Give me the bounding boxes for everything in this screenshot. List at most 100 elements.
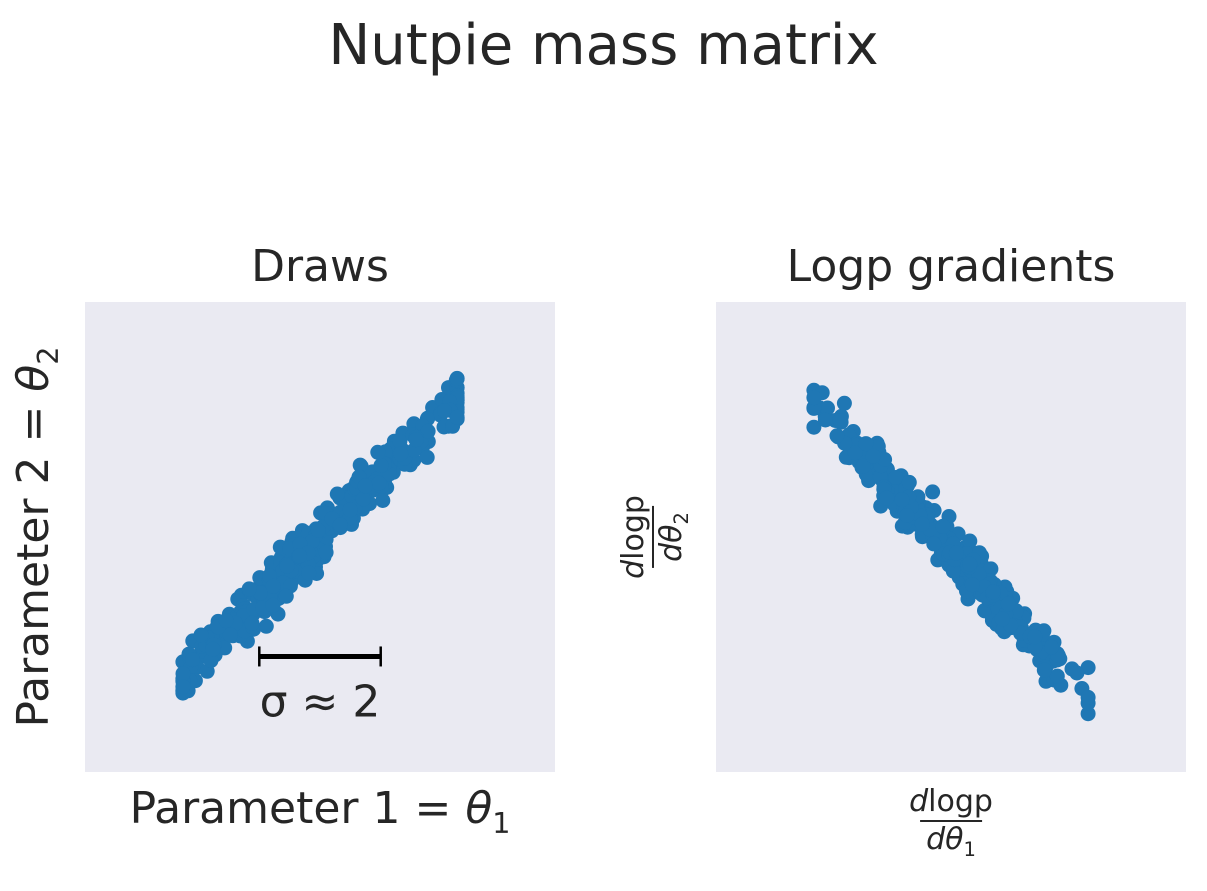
gradients-x-label-symbol: θ [945,822,964,857]
draws-scatter: σ ≈ 2 [175,370,465,727]
gradients-scatter [806,382,1096,722]
draws-point [175,666,191,682]
gradients-point [962,533,978,549]
gradients-point [817,412,833,428]
draws-x-axis-label: Parameter 1 = θ1 [85,780,555,852]
draws-point [449,409,465,425]
draws-point [185,652,200,668]
draws-y-axis-label: Parameter 2 = θ2 [7,347,75,728]
sigma-annotation-label: σ ≈ 2 [260,676,381,727]
gradients-plot-area [716,302,1186,772]
draws-point [332,517,348,533]
gradients-point [1080,689,1096,705]
figure-title: Nutpie mass matrix [328,13,879,78]
gradients-point [894,492,910,508]
draws-point [373,458,389,473]
gradients-point [1049,668,1065,684]
gradients-y-label-symbol: θ [654,524,689,543]
gradients-point [806,390,822,406]
draws-point [258,618,274,634]
gradients-point [855,458,871,474]
draws-x-label-text: Parameter 1 = [129,783,466,834]
draws-point [279,558,295,574]
gradients-y-label-num: logp [616,495,651,560]
draws-point [193,627,209,643]
gradients-point [806,419,822,435]
draws-point [419,449,435,465]
gradients-point [865,448,881,464]
gradients-point [1044,639,1059,655]
gradients-point [1036,662,1052,678]
gradients-point [1069,665,1085,681]
gradients-point [858,436,874,452]
gradients-point [983,561,999,577]
draws-point [449,370,465,386]
gradients-x-label-num: logp [928,784,993,819]
draws-point [357,478,373,494]
draws-point [278,588,294,604]
gradients-point [879,490,895,506]
draws-point [392,433,408,449]
draws-point [205,641,221,657]
draws-panel-title: Draws [251,241,389,292]
gradients-point [964,577,980,593]
gradients-point [948,545,964,561]
gradients-y-axis-label: dlogp dθ2 [616,489,700,585]
draws-point [371,475,387,491]
gradients-point [935,518,951,534]
draws-point [304,533,320,549]
draws-point [352,457,368,473]
draws-y-label-text: Parameter 2 = [8,391,60,728]
gradients-x-axis-label: dlogp dθ1 [903,784,999,868]
gradients-panel-title: Logp gradients [786,241,1116,292]
draws-point [265,578,281,594]
gradients-point [1000,596,1016,612]
draws-point [301,565,317,581]
draws-point [241,581,257,597]
gradients-point [945,563,961,579]
gradients-point [832,413,848,428]
gradients-point [901,474,917,490]
draws-point [203,653,219,669]
draws-point [222,627,238,643]
draws-point [175,679,191,695]
gradients-point [836,395,852,411]
draws-point [437,403,452,419]
gradients-point [820,400,835,416]
draws-point [342,502,358,518]
gradients-point [1080,660,1096,676]
gradients-point [994,611,1010,627]
draws-point [393,446,409,462]
draws-x-label-symbol: θ [465,783,493,834]
gradients-point [899,508,915,523]
gradients-point [877,452,893,467]
draws-point [370,444,386,460]
gradients-point [829,428,845,444]
gradients-point [926,536,942,552]
draws-point [310,522,326,538]
gradients-point [1027,629,1043,645]
draws-plot-area: σ ≈ 2 [85,302,555,772]
draws-point [244,615,260,631]
gradients-y-label-sub: 2 [670,512,693,525]
draws-point [329,486,345,502]
draws-point [408,432,424,448]
draws-point [355,491,371,507]
gradients-x-label-sub: 1 [963,838,976,861]
draws-point [318,544,334,560]
gradients-point [888,470,904,485]
gradients-point [914,516,930,532]
gradients-point [847,445,863,461]
draws-point [420,423,436,439]
draws-point [265,597,281,613]
draws-point [375,493,391,508]
gradients-point [985,584,1001,600]
draws-point [292,548,308,564]
draws-x-label-sub: 1 [492,805,511,840]
gradients-point [925,484,941,500]
draws-y-label-symbol: θ [8,364,60,392]
gradients-point [962,556,978,572]
draws-y-label-sub: 2 [30,346,65,365]
gradients-point [1080,706,1096,722]
draws-point [218,613,234,629]
